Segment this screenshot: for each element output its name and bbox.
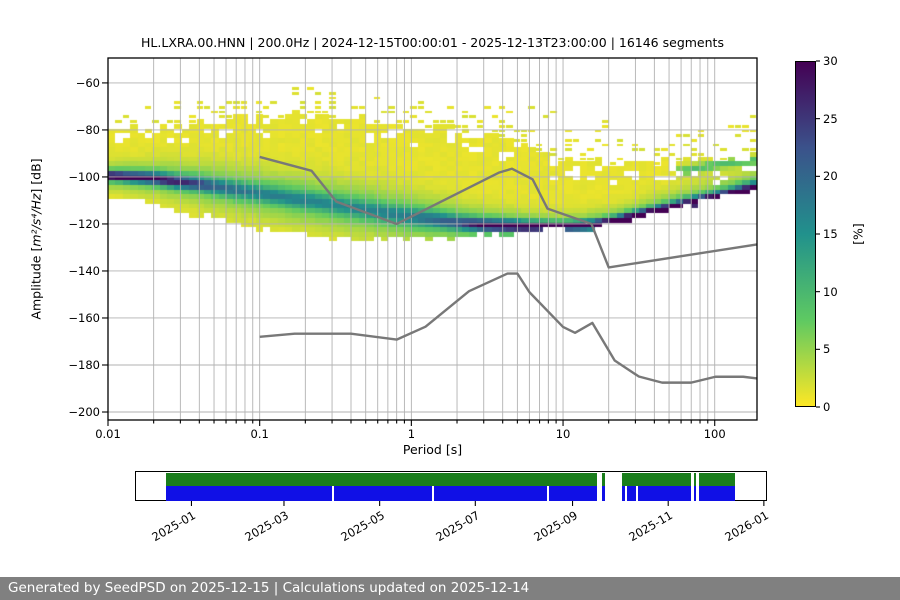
availability-gap	[597, 473, 602, 501]
availability-gap	[695, 473, 699, 501]
availability-data-gap	[636, 486, 639, 501]
availability-data-gap	[432, 486, 435, 501]
colorbar-tick-label: 15	[823, 227, 838, 241]
colorbar-tick-label: 0	[823, 400, 831, 414]
availability-data-segment	[165, 486, 736, 501]
availability-gap	[604, 473, 623, 501]
x-tick-label: 10	[555, 427, 571, 441]
date-tick-label: 2025-03	[242, 508, 291, 545]
date-tick-label: 2025-07	[433, 508, 483, 545]
y-tick-label: −120	[68, 216, 100, 231]
date-tick-label: 2025-09	[530, 508, 580, 545]
colorbar-tick-label: 30	[823, 54, 838, 68]
colorbar-tick-label: 10	[823, 284, 838, 299]
plot-title: HL.LXRA.00.HNN | 200.0Hz | 2024-12-15T00…	[141, 35, 724, 50]
y-tick-label: −60	[75, 75, 100, 90]
y-tick-label: −200	[68, 405, 100, 419]
availability-psd-segment	[165, 473, 736, 486]
x-tick-label: 100	[703, 427, 726, 441]
date-tick-label: 2025-11	[626, 508, 676, 545]
y-tick-label: −80	[75, 122, 100, 137]
availability-bar	[135, 471, 767, 501]
date-tick-label: 2025-05	[338, 508, 387, 545]
colorbar-tick-label: 20	[823, 169, 838, 184]
availability-data-gap	[625, 486, 628, 501]
availability-data-gap	[546, 486, 549, 501]
x-tick-label: 1	[407, 427, 416, 441]
colorbar	[795, 61, 816, 407]
y-tick-label: −140	[68, 263, 100, 278]
colorbar-label: [%]	[850, 223, 866, 245]
date-tick-label: 2025-01	[149, 508, 199, 545]
availability-gap	[691, 473, 695, 501]
ppsd-histogram-canvas	[108, 58, 757, 420]
y-tick-label: −180	[68, 357, 100, 372]
availability-data-gap	[332, 486, 334, 501]
colorbar-tick-label: 25	[823, 111, 838, 126]
x-tick-label: 0.1	[250, 427, 269, 441]
x-tick-label: 0.01	[95, 427, 121, 441]
footer-bar: Generated by SeedPSD on 2025-12-15 | Cal…	[0, 577, 900, 600]
colorbar-tick-label: 5	[823, 342, 831, 357]
x-axis-label: Period [s]	[402, 442, 463, 457]
y-axis-label: Amplitude [m²/s⁴/Hz] [dB]	[28, 158, 44, 320]
date-tick-label: 2026-01	[722, 508, 771, 545]
y-tick-label: −100	[68, 169, 100, 184]
y-tick-label: −160	[68, 310, 100, 325]
